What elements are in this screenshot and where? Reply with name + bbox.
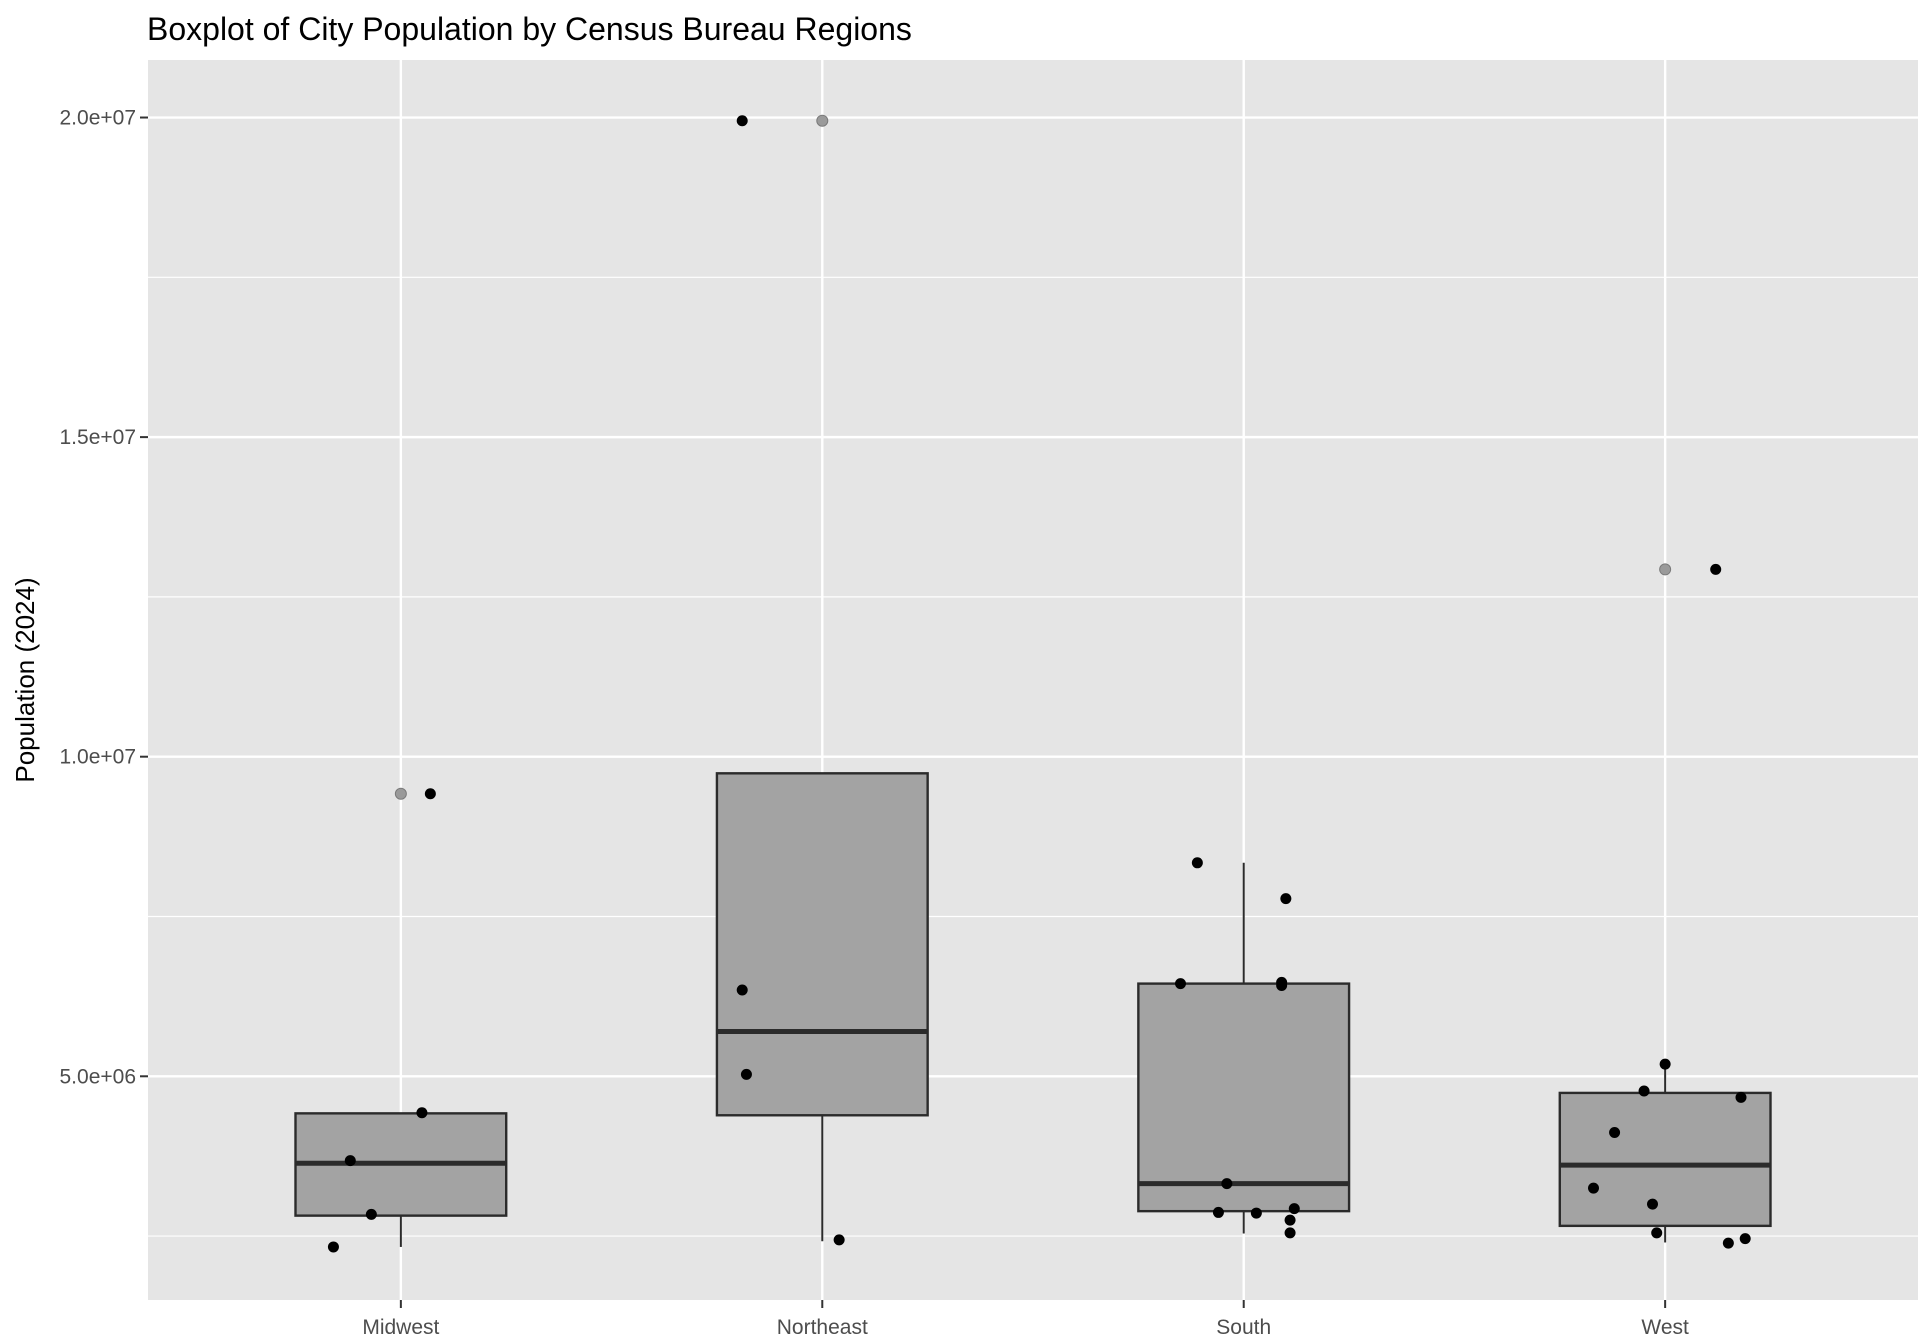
y-tick-label: 1.5e+07 [60, 426, 137, 449]
x-tick-label: Midwest [362, 1316, 439, 1339]
jitter-point [1588, 1182, 1599, 1194]
jitter-point [365, 1208, 377, 1220]
jitter-point [740, 1068, 752, 1080]
box-iqr [1558, 1091, 1772, 1228]
jitter-point [1221, 1178, 1233, 1190]
y-tick-label: 1.0e+07 [60, 746, 137, 769]
jitter-point [416, 1107, 428, 1119]
chart-title: Boxplot of City Population by Census Bur… [147, 11, 912, 47]
x-tick-label: South [1216, 1316, 1271, 1339]
jitter-point [1735, 1091, 1747, 1103]
jitter-point [1722, 1237, 1734, 1249]
jitter-point [1659, 1058, 1671, 1070]
jitter-point [736, 115, 748, 127]
outlier-point [1659, 563, 1672, 576]
outlier-point [394, 787, 407, 800]
jitter-point [1191, 857, 1203, 869]
jitter-point [1280, 893, 1292, 905]
box-northeast [715, 114, 929, 1242]
jitter-point [344, 1155, 356, 1167]
jitter-point [1250, 1207, 1262, 1219]
jitter-point [1284, 1227, 1296, 1239]
y-tick-label: 5.0e+06 [60, 1065, 137, 1088]
jitter-point [1739, 1233, 1751, 1245]
jitter-point [1609, 1127, 1621, 1139]
box-west [1558, 563, 1772, 1243]
jitter-point [1276, 976, 1288, 988]
box-midwest [294, 787, 508, 1247]
box-iqr [1137, 982, 1351, 1213]
jitter-point [1638, 1085, 1650, 1097]
jitter-point [1647, 1198, 1658, 1210]
jitter-point [736, 984, 748, 996]
x-tick-label: West [1641, 1316, 1689, 1339]
jitter-point [1284, 1214, 1296, 1226]
boxes [294, 114, 1772, 1247]
data-points [327, 115, 1751, 1253]
jitter-point [1710, 563, 1722, 575]
y-axis: 5.0e+06 1.0e+07 1.5e+07 2.0e+07 [60, 107, 148, 1088]
box-iqr [715, 772, 929, 1117]
box-south [1137, 862, 1351, 1234]
jitter-point [327, 1241, 339, 1253]
jitter-point [424, 788, 436, 800]
jitter-point [1651, 1227, 1663, 1239]
outlier-point [816, 114, 829, 127]
y-tick-label: 2.0e+07 [60, 107, 137, 130]
jitter-point [1175, 978, 1186, 990]
x-axis: Midwest Northeast South West [362, 1300, 1689, 1339]
x-tick-label: Northeast [777, 1316, 868, 1339]
y-axis-title: Population (2024) [10, 577, 40, 782]
jitter-point [833, 1234, 845, 1246]
jitter-point [1288, 1203, 1300, 1215]
jitter-point [1212, 1206, 1224, 1218]
